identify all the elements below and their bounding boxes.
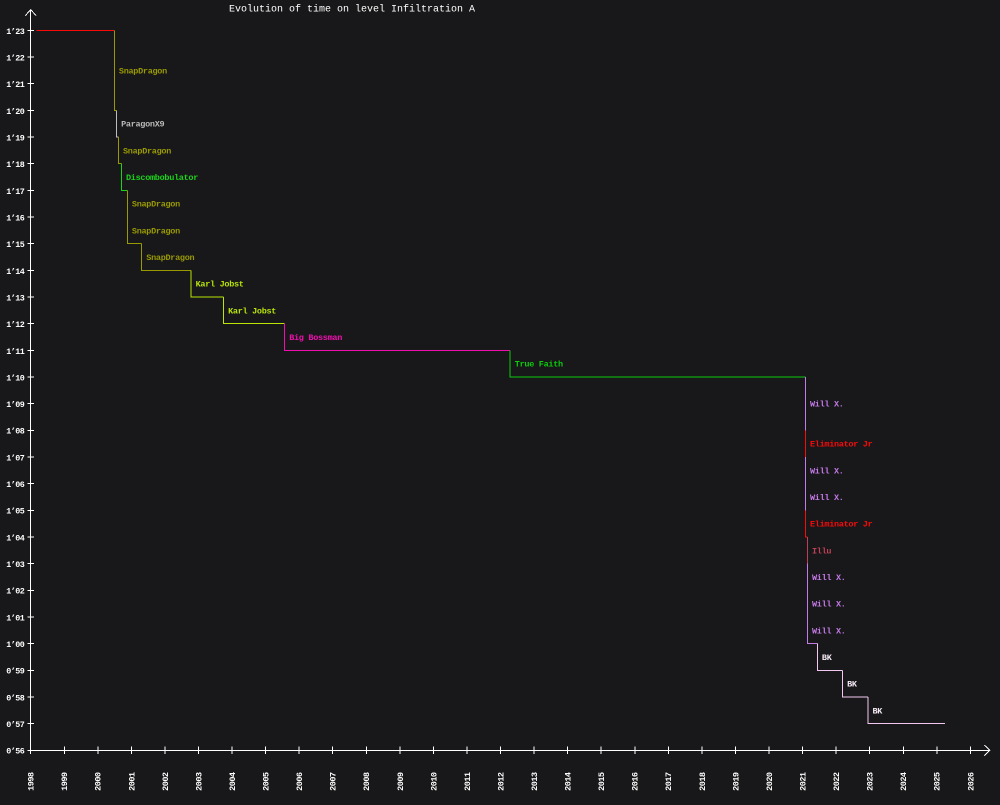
svg-text:1’22: 1’22 bbox=[6, 54, 24, 64]
svg-text:0’59: 0’59 bbox=[6, 667, 24, 677]
svg-text:2024: 2024 bbox=[899, 772, 909, 791]
svg-text:1998: 1998 bbox=[27, 772, 37, 791]
svg-text:SnapDragon: SnapDragon bbox=[123, 146, 171, 156]
svg-text:0’58: 0’58 bbox=[6, 693, 24, 703]
svg-text:1’18: 1’18 bbox=[6, 160, 24, 170]
svg-text:Will X.: Will X. bbox=[810, 400, 844, 410]
svg-text:Will X.: Will X. bbox=[812, 600, 846, 610]
svg-text:2018: 2018 bbox=[698, 772, 708, 791]
svg-text:ParagonX9: ParagonX9 bbox=[121, 120, 164, 130]
svg-text:1’07: 1’07 bbox=[6, 453, 24, 463]
svg-text:1’16: 1’16 bbox=[6, 213, 24, 223]
svg-text:1’13: 1’13 bbox=[6, 293, 24, 303]
svg-text:2007: 2007 bbox=[329, 772, 339, 791]
svg-text:Karl Jobst: Karl Jobst bbox=[228, 306, 276, 316]
svg-text:True Faith: True Faith bbox=[515, 360, 563, 370]
svg-text:2000: 2000 bbox=[94, 772, 104, 791]
svg-text:Will X.: Will X. bbox=[810, 466, 844, 476]
svg-text:2023: 2023 bbox=[866, 772, 876, 791]
svg-text:1’09: 1’09 bbox=[6, 400, 24, 410]
svg-text:1’06: 1’06 bbox=[6, 480, 24, 490]
svg-text:1’15: 1’15 bbox=[6, 240, 24, 250]
svg-text:2003: 2003 bbox=[194, 772, 204, 791]
svg-text:2001: 2001 bbox=[127, 772, 137, 791]
svg-text:Discombobulator: Discombobulator bbox=[126, 173, 198, 183]
svg-text:2014: 2014 bbox=[564, 772, 574, 791]
svg-text:Eliminator Jr: Eliminator Jr bbox=[810, 440, 873, 450]
svg-text:2021: 2021 bbox=[799, 772, 809, 791]
svg-text:1’12: 1’12 bbox=[6, 320, 24, 330]
svg-text:Evolution of time on level Inf: Evolution of time on level Infiltration … bbox=[229, 3, 475, 15]
svg-text:Will X.: Will X. bbox=[810, 493, 844, 503]
svg-text:2015: 2015 bbox=[597, 772, 607, 791]
svg-text:Big Bossman: Big Bossman bbox=[289, 333, 342, 343]
svg-text:2019: 2019 bbox=[731, 772, 741, 791]
svg-text:2022: 2022 bbox=[832, 772, 842, 791]
svg-text:SnapDragon: SnapDragon bbox=[119, 66, 167, 76]
svg-text:1’14: 1’14 bbox=[6, 267, 24, 277]
svg-text:1’19: 1’19 bbox=[6, 134, 24, 144]
svg-text:1’05: 1’05 bbox=[6, 507, 24, 517]
svg-text:1’21: 1’21 bbox=[6, 80, 24, 90]
svg-text:BK: BK bbox=[873, 706, 884, 716]
svg-text:1’03: 1’03 bbox=[6, 560, 24, 570]
svg-text:0’57: 0’57 bbox=[6, 720, 24, 730]
svg-text:1’00: 1’00 bbox=[6, 640, 24, 650]
svg-text:1’02: 1’02 bbox=[6, 587, 24, 597]
svg-text:1’23: 1’23 bbox=[6, 27, 24, 37]
svg-text:Will X.: Will X. bbox=[812, 626, 846, 636]
svg-text:2012: 2012 bbox=[496, 772, 506, 791]
svg-text:SnapDragon: SnapDragon bbox=[132, 200, 180, 210]
svg-text:Karl Jobst: Karl Jobst bbox=[196, 280, 244, 290]
svg-text:1’17: 1’17 bbox=[6, 187, 24, 197]
svg-text:2020: 2020 bbox=[765, 772, 775, 791]
svg-text:2017: 2017 bbox=[664, 772, 674, 791]
svg-text:2025: 2025 bbox=[933, 772, 943, 791]
svg-text:1’20: 1’20 bbox=[6, 107, 24, 117]
svg-text:1’04: 1’04 bbox=[6, 533, 24, 543]
svg-text:2010: 2010 bbox=[429, 772, 439, 791]
svg-text:2004: 2004 bbox=[228, 772, 238, 791]
svg-text:2005: 2005 bbox=[262, 772, 272, 791]
svg-text:BK: BK bbox=[847, 680, 858, 690]
svg-text:Eliminator Jr: Eliminator Jr bbox=[810, 520, 873, 530]
svg-text:1’01: 1’01 bbox=[6, 613, 24, 623]
svg-text:2013: 2013 bbox=[530, 772, 540, 791]
svg-text:2008: 2008 bbox=[362, 772, 372, 791]
svg-text:2002: 2002 bbox=[161, 772, 171, 791]
svg-text:1999: 1999 bbox=[60, 772, 70, 791]
svg-text:0’56: 0’56 bbox=[6, 747, 24, 757]
svg-text:BK: BK bbox=[822, 653, 833, 663]
svg-text:1’10: 1’10 bbox=[6, 373, 24, 383]
svg-text:Will X.: Will X. bbox=[812, 573, 846, 583]
svg-text:Illu: Illu bbox=[812, 546, 831, 556]
svg-text:SnapDragon: SnapDragon bbox=[132, 226, 180, 236]
svg-text:2009: 2009 bbox=[396, 772, 406, 791]
svg-text:2006: 2006 bbox=[295, 772, 305, 791]
svg-text:1’11: 1’11 bbox=[6, 347, 24, 357]
svg-text:2016: 2016 bbox=[631, 772, 641, 791]
svg-text:2026: 2026 bbox=[966, 772, 976, 791]
svg-text:1’08: 1’08 bbox=[6, 427, 24, 437]
svg-text:2011: 2011 bbox=[463, 772, 473, 791]
svg-text:SnapDragon: SnapDragon bbox=[146, 253, 194, 263]
